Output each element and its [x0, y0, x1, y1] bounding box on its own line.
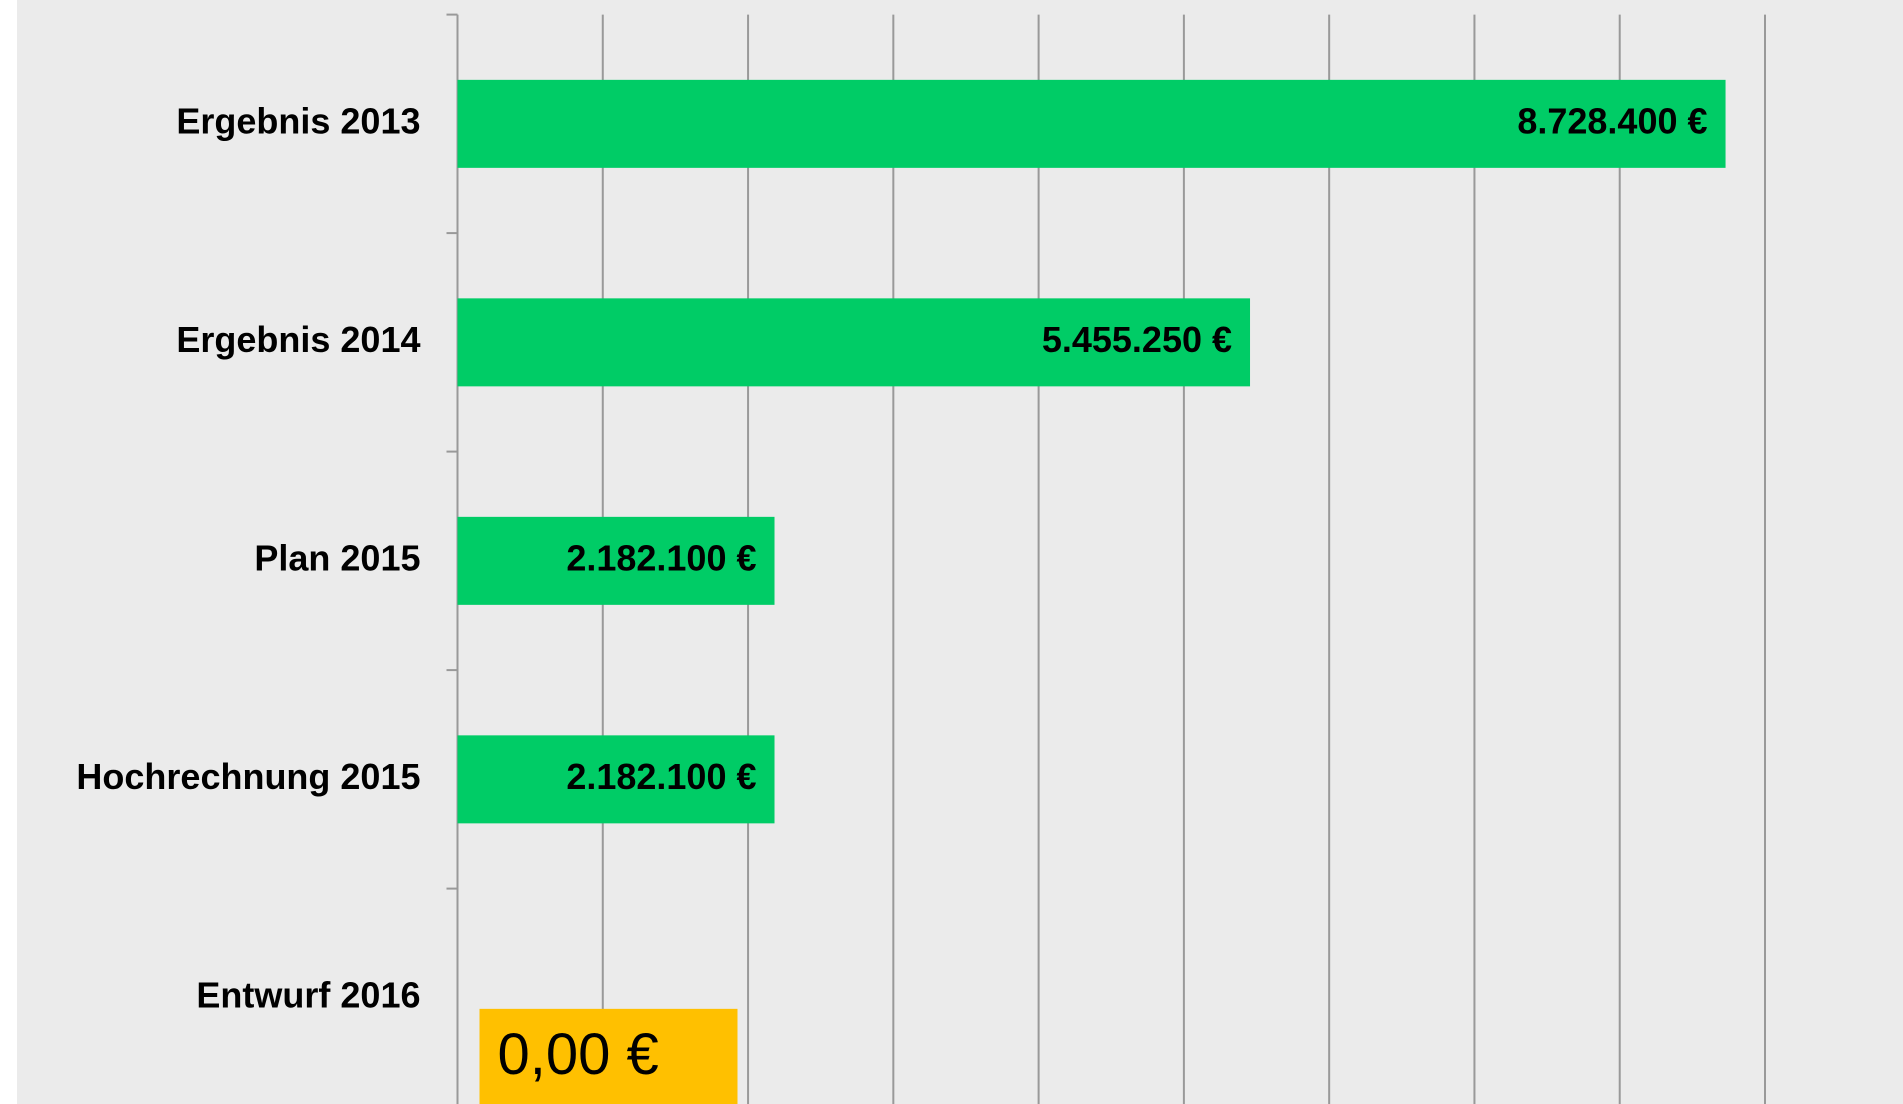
bar: [457, 298, 1251, 387]
y-tick-label: Hochrechnung 2015: [76, 756, 420, 797]
value-label: 0,00 €: [498, 1022, 659, 1087]
value-label: 2.182.100 €: [566, 537, 756, 578]
value-label-box: [479, 1008, 738, 1104]
value-label: 8.728.400 €: [1517, 100, 1707, 141]
y-tick-label: Plan 2015: [254, 537, 420, 578]
value-label: 2.182.100 €: [566, 756, 756, 797]
y-tick-label: Ergebnis 2014: [176, 319, 420, 360]
y-tick-label: Ergebnis 2013: [176, 100, 420, 141]
value-label: 5.455.250 €: [1042, 319, 1232, 360]
bar: [457, 79, 1726, 168]
bar: [457, 516, 775, 605]
y-tick-label: Entwurf 2016: [196, 974, 420, 1015]
plot-background: [17, 0, 1903, 1104]
bar: [457, 735, 775, 824]
